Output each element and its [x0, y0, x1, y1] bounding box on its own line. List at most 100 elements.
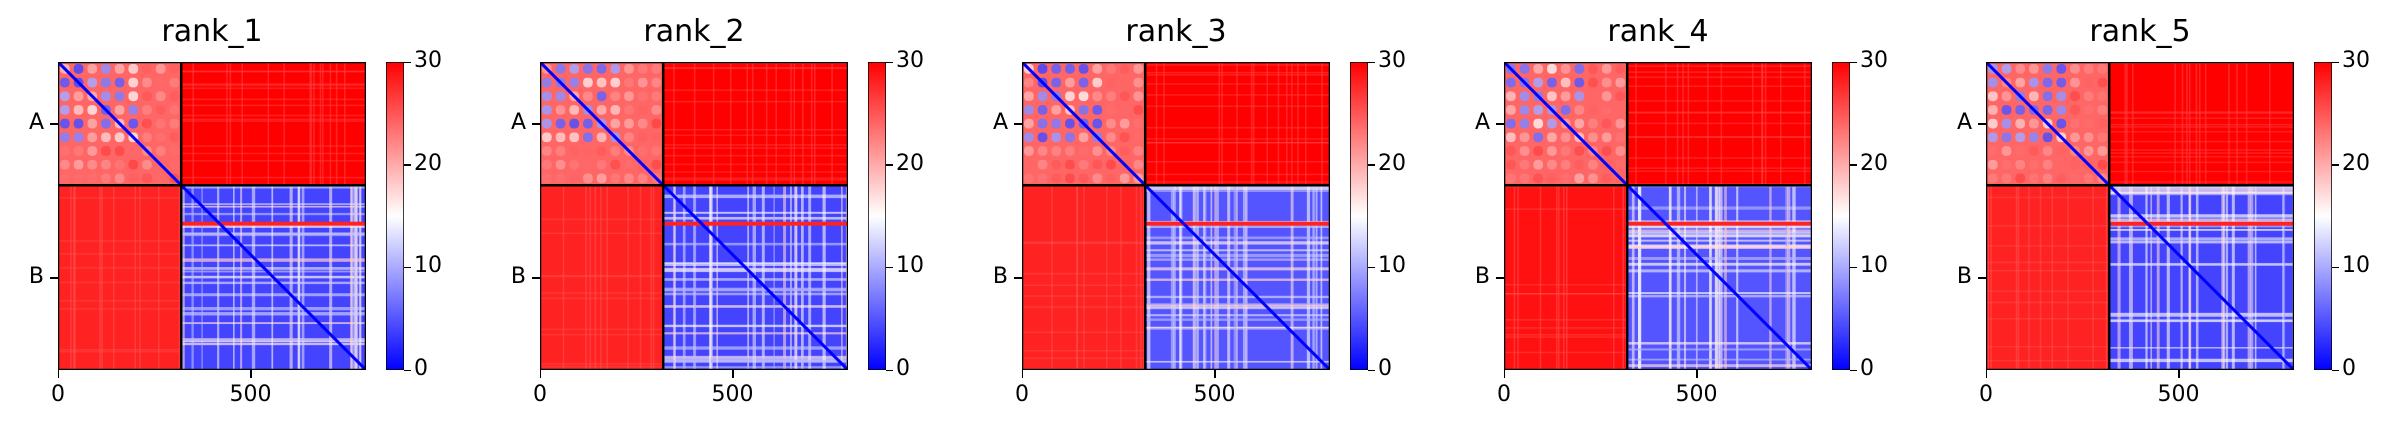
red-stripe: [1145, 221, 1330, 226]
x-tick-mark: [539, 370, 541, 378]
y-tick-mark: [50, 123, 58, 125]
colorbar-tick-label: 10: [1860, 253, 1888, 279]
x-tick-label: 0: [1497, 382, 1511, 407]
x-tick-label: 500: [1675, 382, 1718, 407]
heatmap-frame: [1986, 62, 2294, 370]
colorbar-tick-mark: [886, 61, 893, 63]
colorbar-tick-label: 30: [1860, 48, 1888, 73]
heatmap-frame: [540, 62, 848, 370]
colorbar-tick-mark: [1368, 369, 1375, 371]
texture: [1022, 62, 1330, 370]
colorbar-tick-label: 20: [1378, 150, 1406, 176]
y-tick-mark: [50, 277, 58, 279]
x-tick-label: 0: [1979, 382, 1993, 407]
y-tick-mark: [1496, 277, 1504, 279]
colorbar-tick-mark: [1850, 61, 1857, 63]
diagonal: [58, 62, 366, 370]
colorbar: [1350, 62, 1368, 370]
x-tick-label: 0: [1015, 382, 1029, 407]
x-tick-label: 0: [51, 382, 65, 407]
y-tick-label: A: [510, 109, 526, 135]
block-a-b: [2109, 62, 2294, 186]
block-a-a-pattern: [1024, 64, 1144, 184]
y-tick-label: A: [28, 109, 44, 135]
block-a-b: [181, 62, 366, 186]
colorbar-tick-mark: [404, 61, 411, 63]
y-tick-mark: [1978, 123, 1986, 125]
x-tick-label: 0: [533, 382, 547, 407]
block-b-a: [1986, 185, 2110, 370]
heatmap-rank_3: [1022, 62, 1330, 370]
colorbar-tick-mark: [2332, 61, 2339, 63]
y-tick-mark: [1014, 277, 1022, 279]
heatmap-frame: [58, 62, 366, 370]
colorbar: [868, 62, 886, 370]
x-tick-mark: [1696, 370, 1698, 378]
colorbar-tick-label: 30: [414, 48, 442, 73]
colorbar-tick-mark: [404, 369, 411, 371]
colorbar: [2314, 62, 2332, 370]
colorbar-tick-label: 20: [2342, 150, 2370, 176]
block-a-a-pattern: [542, 64, 662, 184]
x-tick-mark: [2178, 370, 2180, 378]
y-tick-label: B: [1956, 263, 1972, 289]
colorbar-tick-mark: [404, 266, 411, 269]
colorbar-tick-label: 30: [2342, 48, 2370, 73]
panel-title: rank_5: [2089, 14, 2191, 49]
block-b-b-pattern: [181, 185, 366, 370]
colorbar-tick-mark: [1368, 164, 1375, 166]
x-tick-mark: [250, 370, 252, 378]
colorbar-tick-mark: [886, 164, 893, 166]
diagonal: [1504, 62, 1812, 370]
colorbar-tick-label: 10: [2342, 253, 2370, 279]
colorbar-tick-label: 20: [414, 150, 442, 176]
y-tick-mark: [532, 277, 540, 279]
colorbar-tick-mark: [1850, 369, 1857, 371]
x-tick-mark: [1021, 370, 1023, 378]
colorbar-tick-mark: [1368, 266, 1375, 269]
colorbar-tick-label: 10: [896, 253, 924, 279]
heatmap-frame: [1504, 62, 1812, 370]
y-tick-label: A: [1956, 109, 1972, 135]
heatmap-rank_2: [540, 62, 848, 370]
heatmap-rank_1: [58, 62, 366, 370]
colorbar-tick-mark: [2332, 266, 2339, 269]
block-a-a-pattern: [1506, 64, 1626, 184]
y-tick-mark: [532, 123, 540, 125]
colorbar-tick-label: 10: [414, 253, 442, 279]
colorbar-tick-mark: [1368, 61, 1375, 63]
colorbar-tick-label: 0: [1860, 356, 1874, 381]
colorbar-tick-mark: [886, 266, 893, 269]
heatmap-rank_5: [1986, 62, 2294, 370]
x-tick-mark: [1503, 370, 1505, 378]
colorbar-tick-label: 10: [1378, 253, 1406, 279]
colorbar-tick-mark: [2332, 164, 2339, 166]
panel-title: rank_1: [161, 14, 263, 49]
heatmap-rank_4: [1504, 62, 1812, 370]
y-tick-mark: [1496, 123, 1504, 125]
y-tick-mark: [1978, 277, 1986, 279]
colorbar-tick-label: 0: [2342, 356, 2356, 381]
heatmap-frame: [1022, 62, 1330, 370]
red-stripe: [1627, 221, 1812, 226]
x-tick-label: 500: [1193, 382, 1236, 407]
colorbar-tick-label: 0: [1378, 356, 1392, 381]
x-tick-mark: [1214, 370, 1216, 378]
colorbar-tick-mark: [886, 369, 893, 371]
colorbar: [386, 62, 404, 370]
y-tick-label: A: [1474, 109, 1490, 135]
x-tick-label: 500: [711, 382, 754, 407]
red-stripe: [2109, 221, 2294, 226]
y-tick-label: A: [992, 109, 1008, 135]
x-tick-mark: [57, 370, 59, 378]
diagonal: [540, 62, 848, 370]
y-tick-label: B: [510, 263, 526, 289]
y-tick-label: B: [992, 263, 1008, 289]
diagonal: [1022, 62, 1330, 370]
colorbar-tick-label: 0: [414, 356, 428, 381]
colorbar: [1832, 62, 1850, 370]
block-b-b-pattern: [663, 185, 848, 370]
block-b-a: [1504, 185, 1628, 370]
x-tick-label: 500: [2157, 382, 2200, 407]
red-stripe: [663, 221, 848, 226]
